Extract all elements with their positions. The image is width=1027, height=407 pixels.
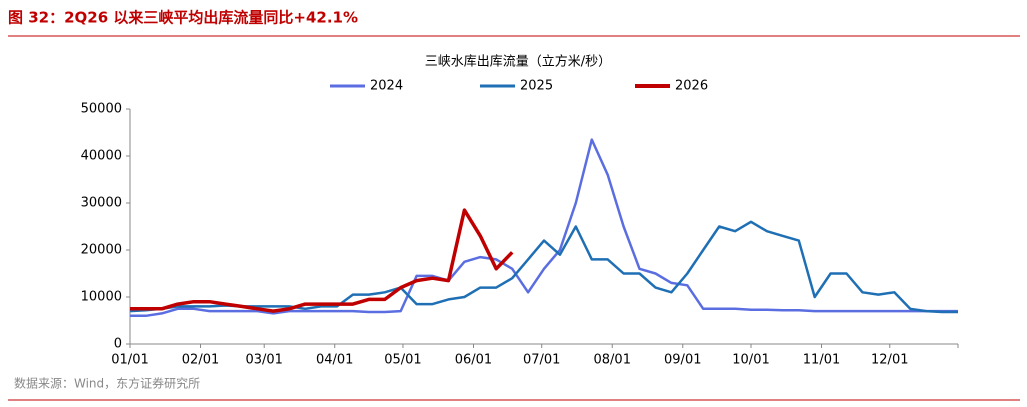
figure-title: 图 32：2Q26 以来三峡平均出库流量同比+42.1% [8,9,358,27]
series-line [130,138,958,318]
x-tick-label: 07/01 [523,353,560,368]
x-tick-label: 09/01 [664,353,701,368]
y-tick-label: 20000 [81,243,122,258]
series-line [129,220,958,314]
x-tick-label: 11/01 [803,353,840,368]
y-tick-label: 50000 [81,102,122,117]
legend-label: 2026 [675,79,708,94]
series-line [130,208,514,313]
x-tick-label: 02/01 [182,353,219,368]
chart-title: 三峡水库出库流量（立方米/秒） [425,54,611,70]
x-tick-label: 05/01 [384,353,421,368]
x-tick-label: 01/01 [111,353,148,368]
x-tick-label: 10/01 [732,353,769,368]
x-tick-label: 03/01 [245,353,282,368]
y-tick-label: 0 [114,337,122,352]
y-tick-label: 10000 [81,290,122,305]
x-tick-label: 08/01 [594,353,631,368]
x-tick-label: 12/01 [871,353,908,368]
y-tick-label: 40000 [81,149,122,164]
y-tick-label: 30000 [81,196,122,211]
x-tick-label: 06/01 [455,353,492,368]
legend-label: 2024 [370,79,403,94]
x-tick-label: 04/01 [316,353,353,368]
legend-label: 2025 [520,79,553,94]
source: 数据来源：Wind，东方证券研究所 [14,376,200,391]
